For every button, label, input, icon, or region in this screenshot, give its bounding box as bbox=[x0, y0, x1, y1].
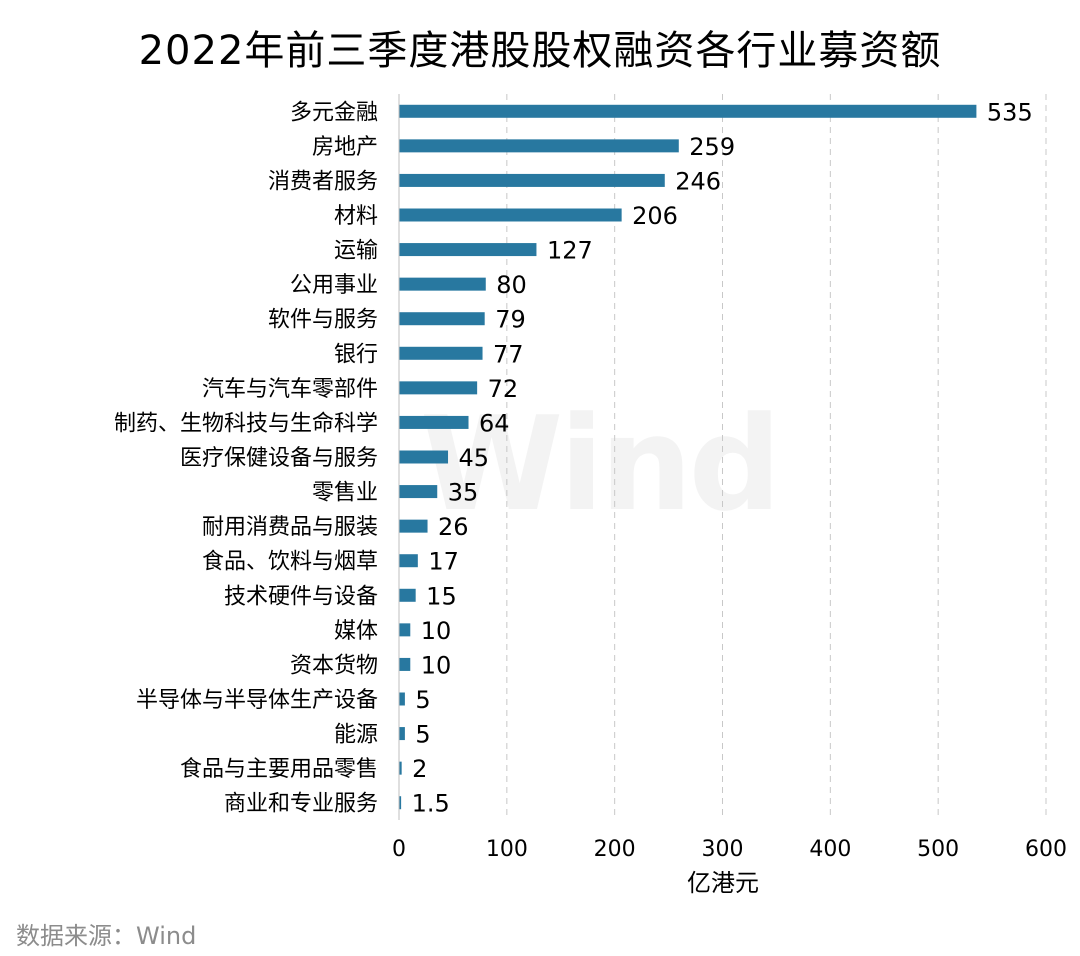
category-label: 医疗保健设备与服务 bbox=[180, 446, 378, 471]
bar bbox=[399, 346, 483, 360]
x-tick-label: 200 bbox=[594, 837, 636, 862]
category-label: 软件与服务 bbox=[268, 308, 378, 333]
bar bbox=[399, 761, 402, 775]
category-label: 耐用消费品与服装 bbox=[202, 515, 378, 540]
category-labels: 多元金融房地产消费者服务材料运输公用事业软件与服务银行汽车与汽车零部件制药、生物… bbox=[114, 100, 378, 816]
x-tick-label: 300 bbox=[702, 837, 744, 862]
bar bbox=[399, 485, 438, 499]
category-label: 媒体 bbox=[334, 619, 378, 644]
value-label: 206 bbox=[632, 202, 678, 230]
value-label: 15 bbox=[426, 582, 457, 610]
bar bbox=[399, 657, 411, 671]
category-label: 材料 bbox=[334, 204, 378, 229]
category-label: 房地产 bbox=[312, 135, 378, 160]
category-label: 制药、生物科技与生命科学 bbox=[114, 411, 378, 436]
bar bbox=[399, 588, 416, 602]
bar bbox=[399, 381, 478, 395]
chart-title: 2022年前三季度港股股权融资各行业募资额 bbox=[138, 28, 942, 74]
value-label: 1.5 bbox=[412, 790, 450, 818]
value-label: 64 bbox=[479, 409, 510, 437]
bar bbox=[399, 450, 449, 464]
bar bbox=[399, 727, 405, 741]
bar bbox=[399, 415, 469, 429]
category-label: 食品与主要用品零售 bbox=[180, 757, 378, 782]
x-tick-label: 100 bbox=[486, 837, 528, 862]
value-label: 535 bbox=[987, 98, 1033, 126]
category-label: 半导体与半导体生产设备 bbox=[136, 688, 378, 713]
x-axis: 0 100 200 300 400 500 600 bbox=[392, 94, 1067, 862]
category-label: 商业和专业服务 bbox=[224, 792, 378, 817]
x-axis-label: 亿港元 bbox=[687, 869, 759, 897]
value-labels: 535 259 246 206 127 80 79 77 72 64 45 35 26 17 15 10 10 5… bbox=[412, 98, 1033, 817]
value-label: 26 bbox=[438, 513, 469, 541]
bar bbox=[399, 277, 486, 291]
x-tick-label: 400 bbox=[809, 837, 851, 862]
value-label: 77 bbox=[493, 340, 524, 368]
x-tick-label: 600 bbox=[1025, 837, 1067, 862]
value-label: 10 bbox=[421, 617, 452, 645]
bars bbox=[399, 104, 977, 810]
bar bbox=[399, 554, 418, 568]
bar bbox=[399, 519, 428, 533]
category-label: 银行 bbox=[334, 342, 378, 367]
value-label: 2 bbox=[412, 755, 427, 783]
bar bbox=[399, 208, 622, 222]
category-label: 消费者服务 bbox=[268, 169, 378, 194]
category-label: 运输 bbox=[334, 239, 378, 264]
bar bbox=[399, 139, 679, 153]
category-label: 零售业 bbox=[312, 481, 378, 506]
grid-lines bbox=[506, 94, 1047, 820]
category-label: 技术硬件与设备 bbox=[224, 584, 378, 609]
bar bbox=[399, 796, 402, 810]
category-label: 多元金融 bbox=[290, 100, 378, 125]
value-label: 45 bbox=[459, 444, 490, 472]
value-label: 72 bbox=[488, 375, 519, 403]
value-label: 259 bbox=[689, 133, 735, 161]
value-label: 246 bbox=[675, 167, 721, 195]
bar bbox=[399, 692, 405, 706]
value-label: 10 bbox=[421, 651, 452, 679]
value-label: 5 bbox=[415, 686, 430, 714]
x-tick-label: 500 bbox=[917, 837, 959, 862]
category-label: 资本货物 bbox=[290, 653, 378, 678]
bar bbox=[399, 173, 665, 187]
category-label: 食品、饮料与烟草 bbox=[202, 550, 378, 575]
category-label: 汽车与汽车零部件 bbox=[202, 377, 378, 402]
value-label: 17 bbox=[428, 548, 459, 576]
bar bbox=[399, 312, 485, 326]
category-label: 能源 bbox=[334, 723, 378, 748]
bar bbox=[399, 104, 977, 118]
bar bbox=[399, 243, 537, 257]
value-label: 127 bbox=[547, 237, 593, 265]
bar bbox=[399, 623, 411, 637]
source-note: 数据来源：Wind bbox=[16, 922, 197, 950]
category-label: 公用事业 bbox=[290, 273, 378, 298]
value-label: 79 bbox=[495, 306, 526, 334]
value-label: 5 bbox=[415, 721, 430, 749]
value-label: 35 bbox=[448, 479, 479, 507]
x-tick-label: 0 bbox=[392, 837, 406, 862]
watermark: Wind bbox=[420, 388, 782, 540]
value-label: 80 bbox=[496, 271, 527, 299]
